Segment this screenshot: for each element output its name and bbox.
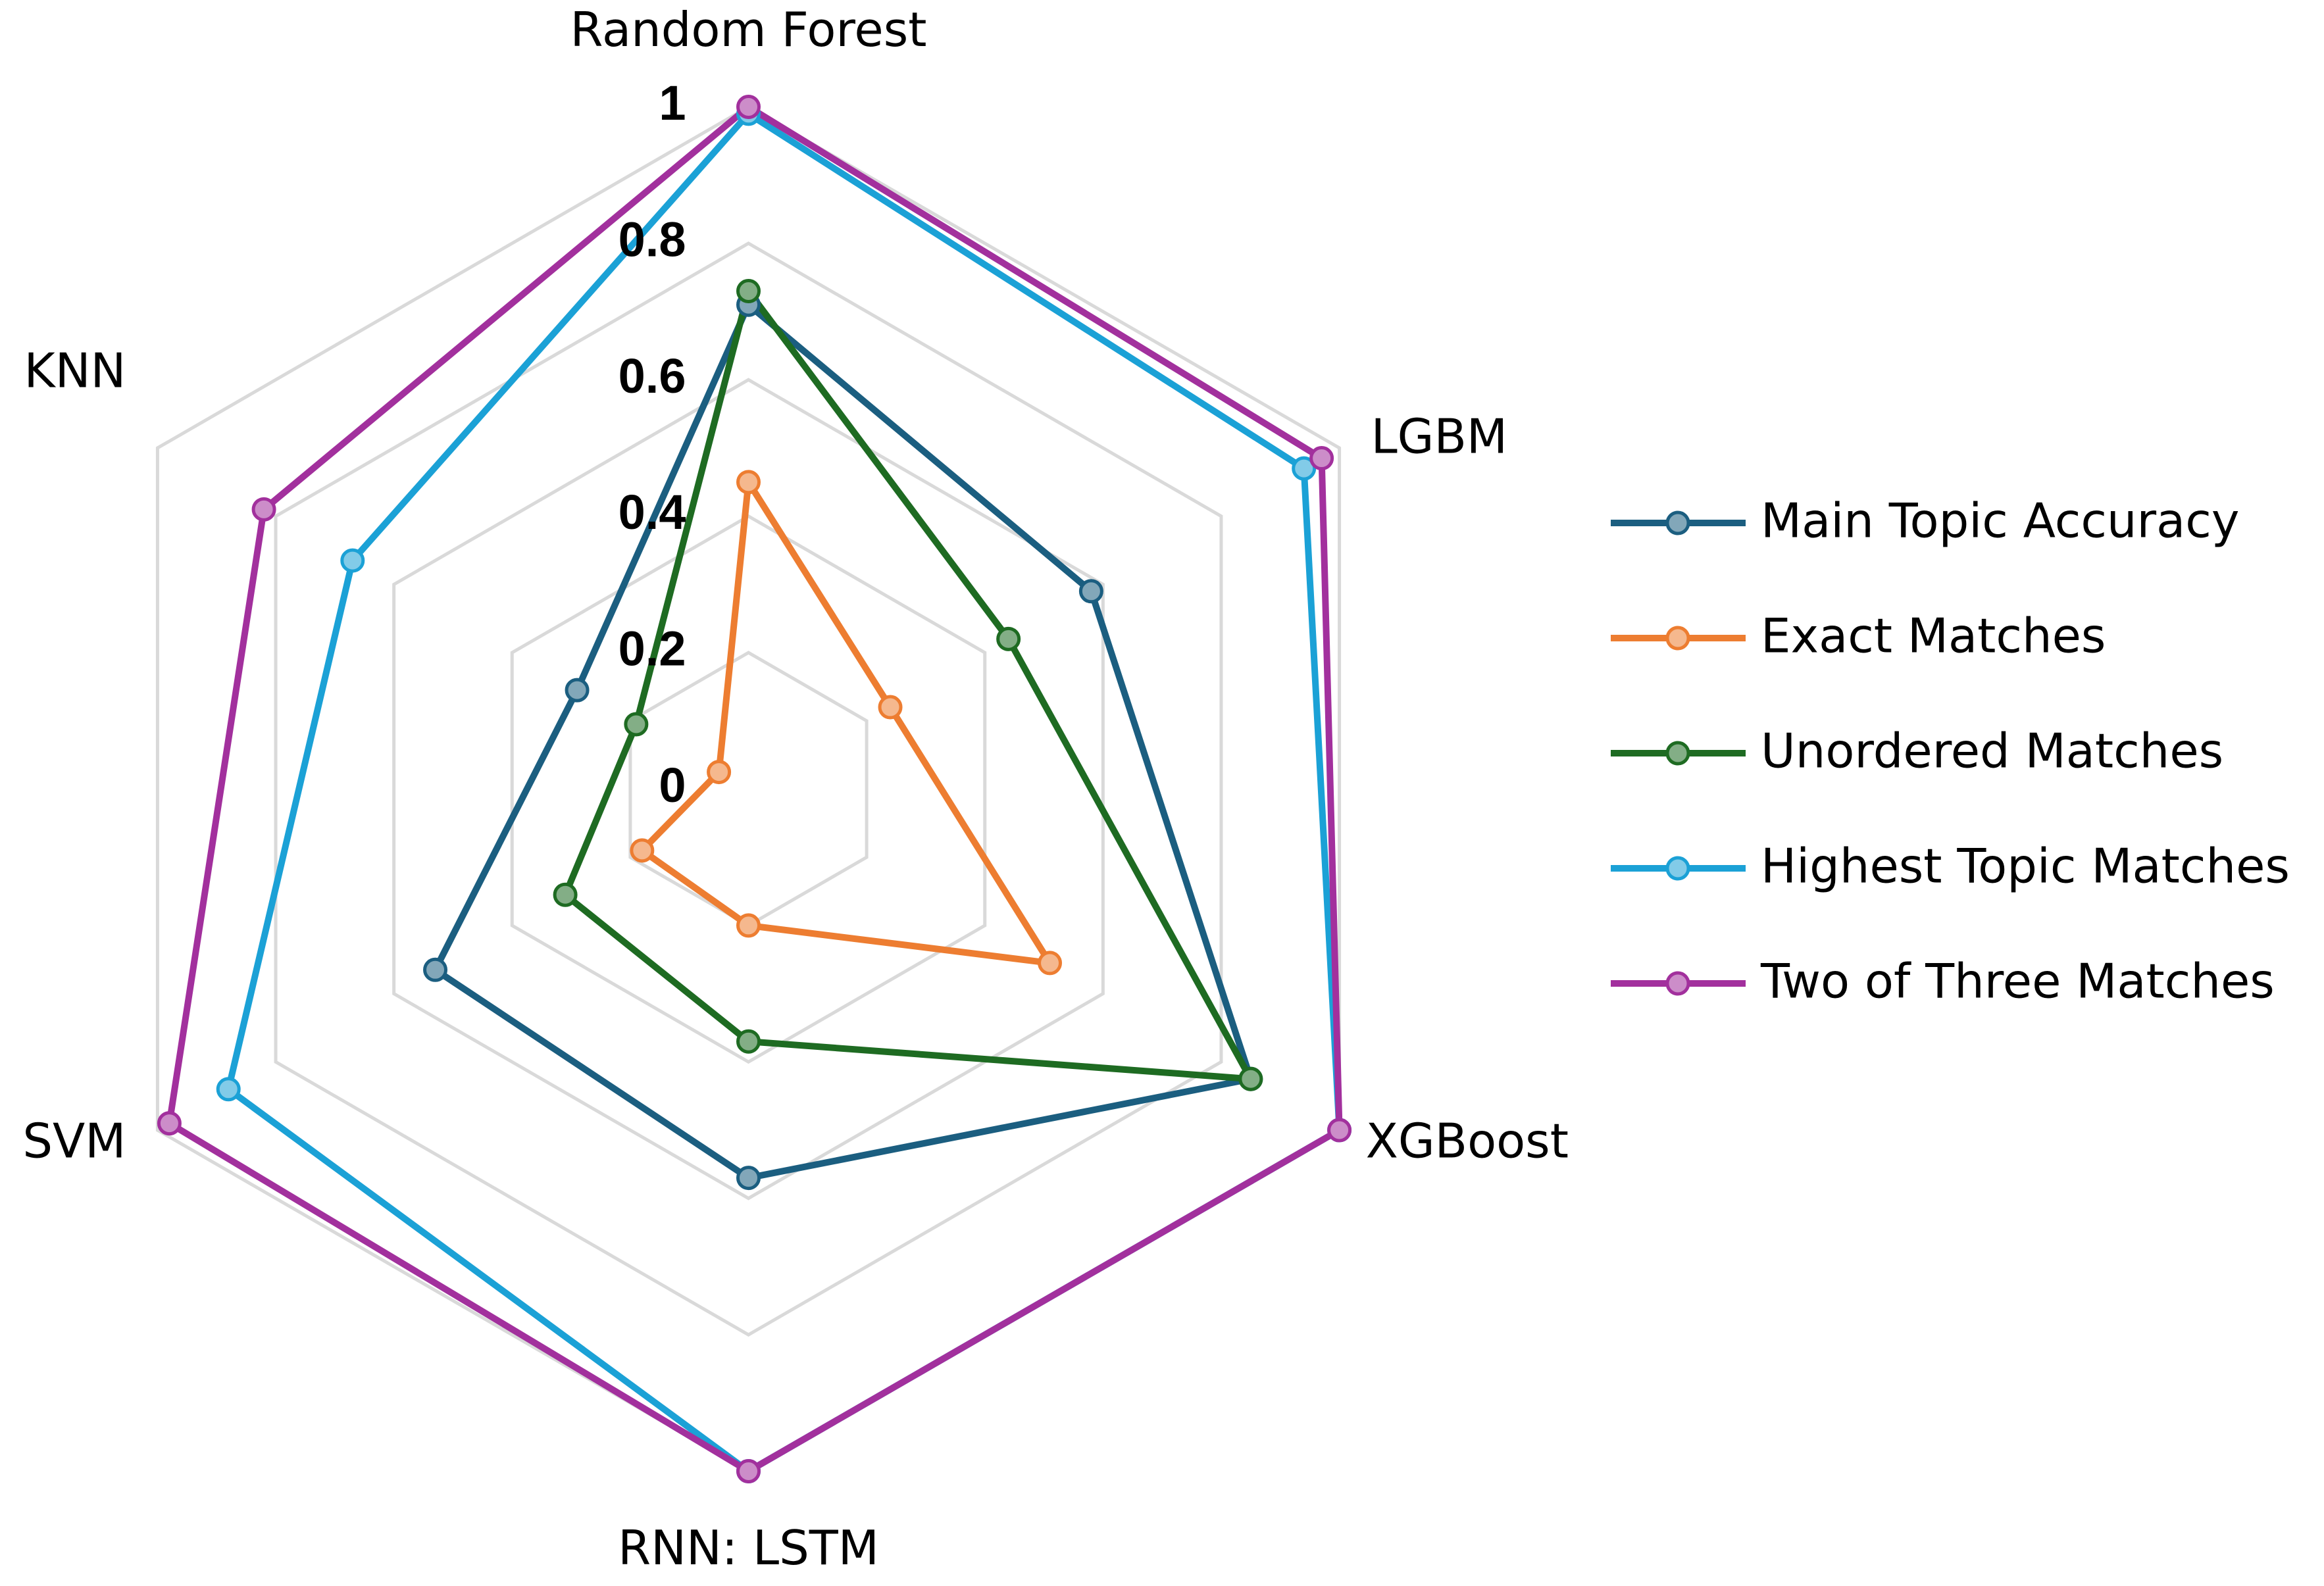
marker bbox=[553, 882, 578, 907]
marker bbox=[1038, 951, 1063, 976]
category-label: Random Forest bbox=[570, 2, 927, 57]
marker bbox=[565, 678, 590, 703]
labels: 0 0.2 0.4 0.6 0.8 1 Random Forest LGBM XGBoost RN… bbox=[22, 2, 1569, 1575]
marker bbox=[707, 760, 732, 785]
marker bbox=[1309, 446, 1334, 471]
marker bbox=[1238, 1066, 1263, 1091]
r-tick-label: 0.6 bbox=[619, 349, 686, 403]
grid-line bbox=[510, 514, 987, 1064]
category-label: XGBoost bbox=[1366, 1114, 1569, 1169]
marker bbox=[251, 497, 276, 522]
legend-marker bbox=[1665, 856, 1690, 881]
series-line bbox=[562, 287, 1254, 1083]
legend-marker bbox=[1665, 626, 1690, 651]
series-line bbox=[638, 478, 1053, 966]
legend-marker bbox=[1665, 741, 1690, 766]
marker bbox=[1078, 579, 1103, 604]
legend-marker bbox=[1665, 971, 1690, 996]
marker bbox=[216, 1077, 241, 1102]
marker bbox=[630, 838, 655, 863]
legend-label: Unordered Matches bbox=[1761, 724, 2223, 779]
r-tick-label: 0.2 bbox=[619, 622, 686, 676]
legend-label: Highest Topic Matches bbox=[1761, 839, 2290, 894]
marker bbox=[736, 95, 761, 119]
legend-label: Main Topic Accuracy bbox=[1761, 493, 2239, 549]
marker bbox=[736, 1166, 761, 1191]
marker bbox=[423, 957, 448, 982]
r-tick-label: 0.4 bbox=[619, 485, 686, 539]
legend-label: Exact Matches bbox=[1761, 608, 2106, 664]
marker bbox=[736, 913, 761, 938]
marker bbox=[157, 1111, 182, 1136]
marker bbox=[624, 712, 649, 737]
legend: Main Topic Accuracy Exact Matches Unordere… bbox=[1611, 493, 2290, 1009]
marker bbox=[878, 695, 903, 720]
grid-line bbox=[274, 241, 1223, 1337]
marker bbox=[736, 470, 761, 495]
category-label: KNN bbox=[24, 343, 126, 399]
marker bbox=[1327, 1118, 1352, 1143]
marker bbox=[340, 548, 365, 573]
legend-marker bbox=[1665, 510, 1690, 535]
legend-label: Two of Three Matches bbox=[1760, 954, 2275, 1009]
marker bbox=[736, 278, 761, 303]
plot-area bbox=[157, 95, 1352, 1483]
marker bbox=[736, 1459, 761, 1483]
marker bbox=[996, 626, 1021, 651]
marker bbox=[1292, 456, 1317, 481]
category-label: LGBM bbox=[1371, 409, 1507, 464]
r-tick-label: 1 bbox=[659, 76, 686, 130]
r-tick-label: 0.8 bbox=[619, 212, 686, 266]
category-label: SVM bbox=[22, 1114, 126, 1169]
marker bbox=[736, 1029, 761, 1054]
category-label: RNN: LSTM bbox=[618, 1520, 879, 1575]
grid-line bbox=[392, 378, 1105, 1201]
r-tick-label: 0 bbox=[659, 758, 686, 812]
